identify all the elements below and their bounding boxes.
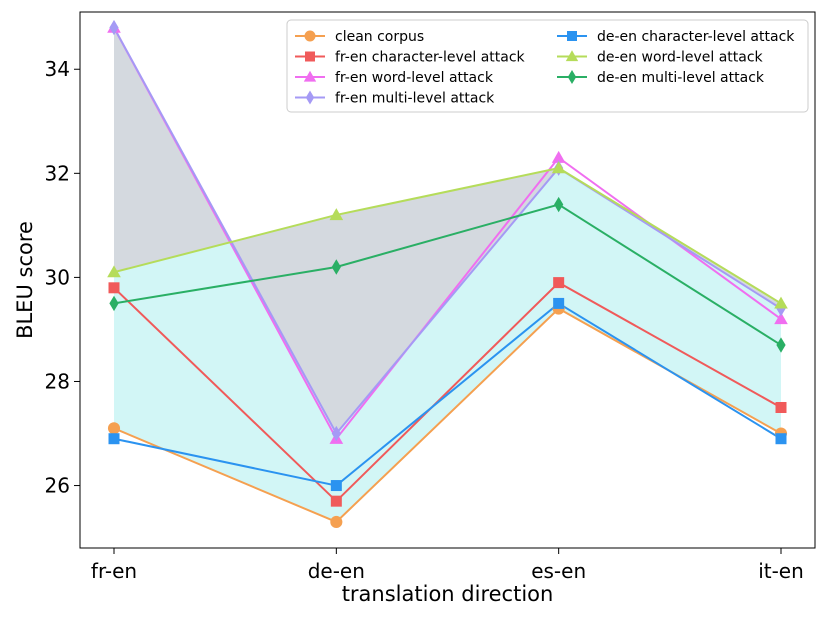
x-tick-label-it-en: it-en	[758, 559, 804, 583]
y-tick-label: 34	[45, 57, 70, 81]
data-point-de-en-character-level-attack-fr-en	[108, 433, 120, 445]
legend-item-clean-corpus: clean corpus	[295, 29, 424, 45]
legend-label: de-en character-level attack	[597, 29, 795, 45]
series-line-fr-en-multi-level-attack	[113, 27, 782, 436]
data-point-de-en-word-level-attack-es-en	[551, 161, 566, 174]
legend-label: de-en multi-level attack	[597, 70, 765, 86]
data-point-clean-corpus-de-en	[330, 515, 343, 529]
legend: clean corpus fr-en character-level attack…	[286, 19, 809, 113]
x-tick-label-fr-en: fr-en	[91, 559, 137, 583]
legend-item-de-en-word-level-attack: de-en word-level attack	[557, 50, 764, 66]
legend-label: fr-en word-level attack	[335, 70, 494, 86]
legend-label: fr-en character-level attack	[335, 50, 526, 66]
series-line-de-en-character-level-attack	[113, 302, 782, 487]
legend-item-de-en-character-level-attack: de-en character-level attack	[557, 29, 795, 45]
legend-item-fr-en-multi-level-attack: fr-en multi-level attack	[295, 90, 495, 107]
data-point-fr-en-character-level-attack-de-en	[330, 495, 342, 507]
data-point-de-en-multi-level-attack-es-en	[554, 196, 564, 213]
legend-swatch-marker	[305, 90, 315, 105]
data-point-fr-en-word-level-attack-es-en	[551, 150, 566, 163]
y-tick-label: 32	[45, 161, 70, 185]
y-axis-ticks: 26 28 30 32 34	[45, 57, 80, 498]
data-point-de-en-character-level-attack-it-en	[775, 433, 787, 445]
data-point-de-en-character-level-attack-es-en	[553, 297, 565, 309]
legend-item-fr-en-word-level-attack: fr-en word-level attack	[295, 70, 494, 86]
legend-item-fr-en-character-level-attack: fr-en character-level attack	[295, 50, 526, 66]
data-point-de-en-multi-level-attack-fr-en	[109, 295, 119, 312]
legend-swatch-marker	[304, 30, 316, 42]
series-line-de-en-word-level-attack	[113, 167, 782, 305]
data-point-fr-en-multi-level-attack-fr-en	[109, 19, 119, 36]
legend-box	[286, 19, 809, 113]
data-point-fr-en-multi-level-attack-de-en	[331, 425, 341, 442]
data-point-de-en-word-level-attack-it-en	[774, 296, 788, 309]
legend-label: clean corpus	[335, 29, 424, 45]
x-tick-label-es-en: es-en	[531, 559, 586, 583]
x-tick-label-de-en: de-en	[308, 559, 365, 583]
series-line-de-en-multi-level-attack	[113, 203, 782, 346]
data-point-de-en-word-level-attack-fr-en	[107, 265, 121, 278]
data-point-de-en-multi-level-attack-it-en	[776, 337, 786, 353]
data-point-de-en-word-level-attack-de-en	[329, 208, 344, 221]
data-point-fr-en-character-level-attack-es-en	[553, 277, 565, 289]
data-point-fr-en-character-level-attack-fr-en	[108, 282, 120, 294]
plot-frame	[79, 11, 816, 549]
data-point-fr-en-word-level-attack-it-en	[774, 312, 788, 325]
series-lines	[113, 27, 782, 524]
series-line-fr-en-character-level-attack	[113, 281, 782, 503]
data-point-de-en-character-level-attack-de-en	[330, 480, 342, 492]
legend-item-de-en-multi-level-attack: de-en multi-level attack	[557, 70, 765, 86]
y-tick-label: 28	[45, 369, 70, 393]
data-point-de-en-multi-level-attack-de-en	[331, 259, 341, 275]
legend-label: de-en word-level attack	[597, 50, 764, 66]
y-tick-label: 30	[45, 265, 70, 289]
legend-swatch-marker	[303, 70, 317, 82]
data-point-clean-corpus-fr-en	[107, 422, 121, 435]
legend-label: fr-en multi-level attack	[335, 91, 495, 107]
legend-swatch-marker	[305, 51, 315, 62]
x-axis-label: translation direction	[342, 582, 554, 606]
series-markers	[107, 19, 788, 529]
legend-swatch-marker	[567, 70, 577, 84]
x-axis-ticks: fr-en de-en es-en it-en	[91, 548, 804, 583]
legend-swatch-marker	[565, 50, 579, 62]
legend-swatch-marker	[567, 31, 577, 41]
y-axis-label: BLEU score	[13, 221, 37, 339]
data-point-fr-en-character-level-attack-it-en	[775, 401, 787, 413]
y-tick-label: 26	[45, 474, 70, 498]
